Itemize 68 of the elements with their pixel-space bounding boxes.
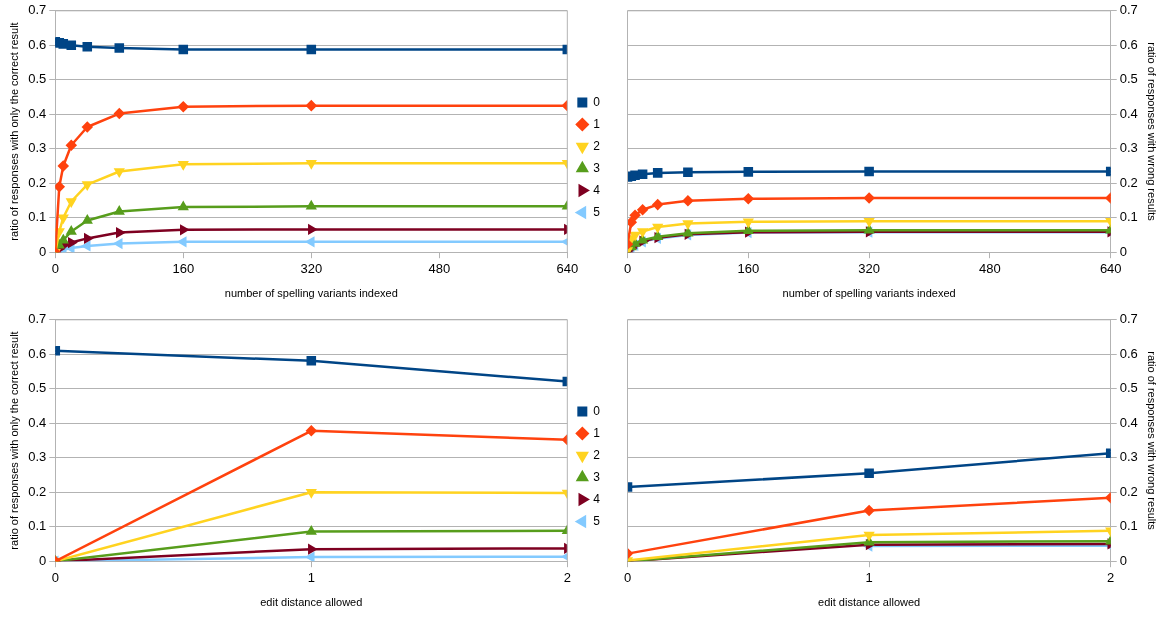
y-tick-label: 0.4 xyxy=(28,414,47,430)
y-tick-label: 0.3 xyxy=(28,140,47,156)
y-tick-label: 0.1 xyxy=(28,209,47,225)
y2-tick-label: 0.4 xyxy=(1119,105,1138,121)
y-tick-label: 0.5 xyxy=(28,380,47,396)
x-tick-label: 320 xyxy=(300,260,323,276)
x-axis-title: edit distance allowed xyxy=(260,596,363,609)
y2-tick-label: 0.4 xyxy=(1119,414,1138,430)
y2-tick-label: 0.2 xyxy=(1119,483,1138,499)
y2-tick-label: 0 xyxy=(1119,243,1127,259)
x-tick-label: 480 xyxy=(979,260,1001,276)
legend-label: 1 xyxy=(593,425,601,440)
y2-tick-label: 0.1 xyxy=(1119,518,1138,534)
legend-label: 5 xyxy=(593,513,601,528)
y-tick-label: 0.1 xyxy=(28,518,47,534)
y2-tick-label: 0.3 xyxy=(1119,140,1138,156)
y2-tick-label: 0 xyxy=(1119,552,1127,568)
x-tick-label: 0 xyxy=(51,260,59,276)
legend-label: 3 xyxy=(593,160,601,175)
y-tick-label: 0.6 xyxy=(28,36,47,52)
x-tick-label: 640 xyxy=(1099,260,1122,276)
y2-tick-label: 0.3 xyxy=(1119,449,1138,465)
y2-tick-label: 0.5 xyxy=(1119,380,1138,396)
legend-label: 3 xyxy=(593,469,601,484)
y2-axis-title: ratio of responses with wrong results xyxy=(1146,351,1159,531)
x-axis-title: number of spelling variants indexed xyxy=(224,287,398,300)
y-tick-label: 0.4 xyxy=(28,105,47,121)
x-tick-label: 0 xyxy=(623,569,632,585)
x-tick-label: 480 xyxy=(428,260,451,276)
y2-tick-label: 0.5 xyxy=(1119,71,1138,87)
x-tick-label: 160 xyxy=(737,260,760,276)
y2-tick-label: 0.1 xyxy=(1119,209,1138,225)
y2-tick-label: 0.7 xyxy=(1119,311,1138,327)
x-tick-label: 1 xyxy=(307,569,315,585)
y2-tick-label: 0.6 xyxy=(1119,345,1138,361)
y-tick-label: 0 xyxy=(39,552,47,568)
y-tick-label: 0.7 xyxy=(28,2,47,18)
legend-label: 4 xyxy=(593,182,601,197)
y-tick-label: 0.2 xyxy=(28,174,47,190)
x-tick-label: 160 xyxy=(172,260,195,276)
x-tick-label: 1 xyxy=(865,569,873,585)
y-tick-label: 0.3 xyxy=(28,449,47,465)
x-tick-label: 320 xyxy=(858,260,880,276)
x-axis-title: number of spelling variants indexed xyxy=(782,287,956,300)
legend-label: 0 xyxy=(593,94,601,109)
y-tick-label: 0.2 xyxy=(28,483,47,499)
x-tick-label: 0 xyxy=(623,260,632,276)
y-tick-label: 0.7 xyxy=(28,311,47,327)
y2-axis-title: ratio of responses with wrong results xyxy=(1146,42,1159,222)
legend-label: 4 xyxy=(593,491,601,506)
legend-label: 2 xyxy=(593,447,601,462)
x-tick-label: 2 xyxy=(1107,569,1115,585)
legend-label: 5 xyxy=(593,204,601,219)
legend-label: 2 xyxy=(593,138,601,153)
y-tick-label: 0 xyxy=(39,243,47,259)
y2-tick-label: 0.2 xyxy=(1119,174,1138,190)
x-axis-title: edit distance allowed xyxy=(818,596,921,609)
y2-tick-label: 0.6 xyxy=(1119,36,1138,52)
x-tick-label: 640 xyxy=(556,260,579,276)
y-axis-title: ratio of responses with only the correct result xyxy=(7,22,20,241)
y2-tick-label: 0.7 xyxy=(1119,2,1138,18)
y-tick-label: 0.6 xyxy=(28,345,47,361)
x-tick-label: 2 xyxy=(563,569,571,585)
y-tick-label: 0.5 xyxy=(28,71,47,87)
legend-label: 1 xyxy=(593,116,601,131)
legend-label: 0 xyxy=(593,403,601,418)
x-tick-label: 0 xyxy=(51,569,59,585)
y-axis-title: ratio of responses with only the correct result xyxy=(7,331,20,550)
